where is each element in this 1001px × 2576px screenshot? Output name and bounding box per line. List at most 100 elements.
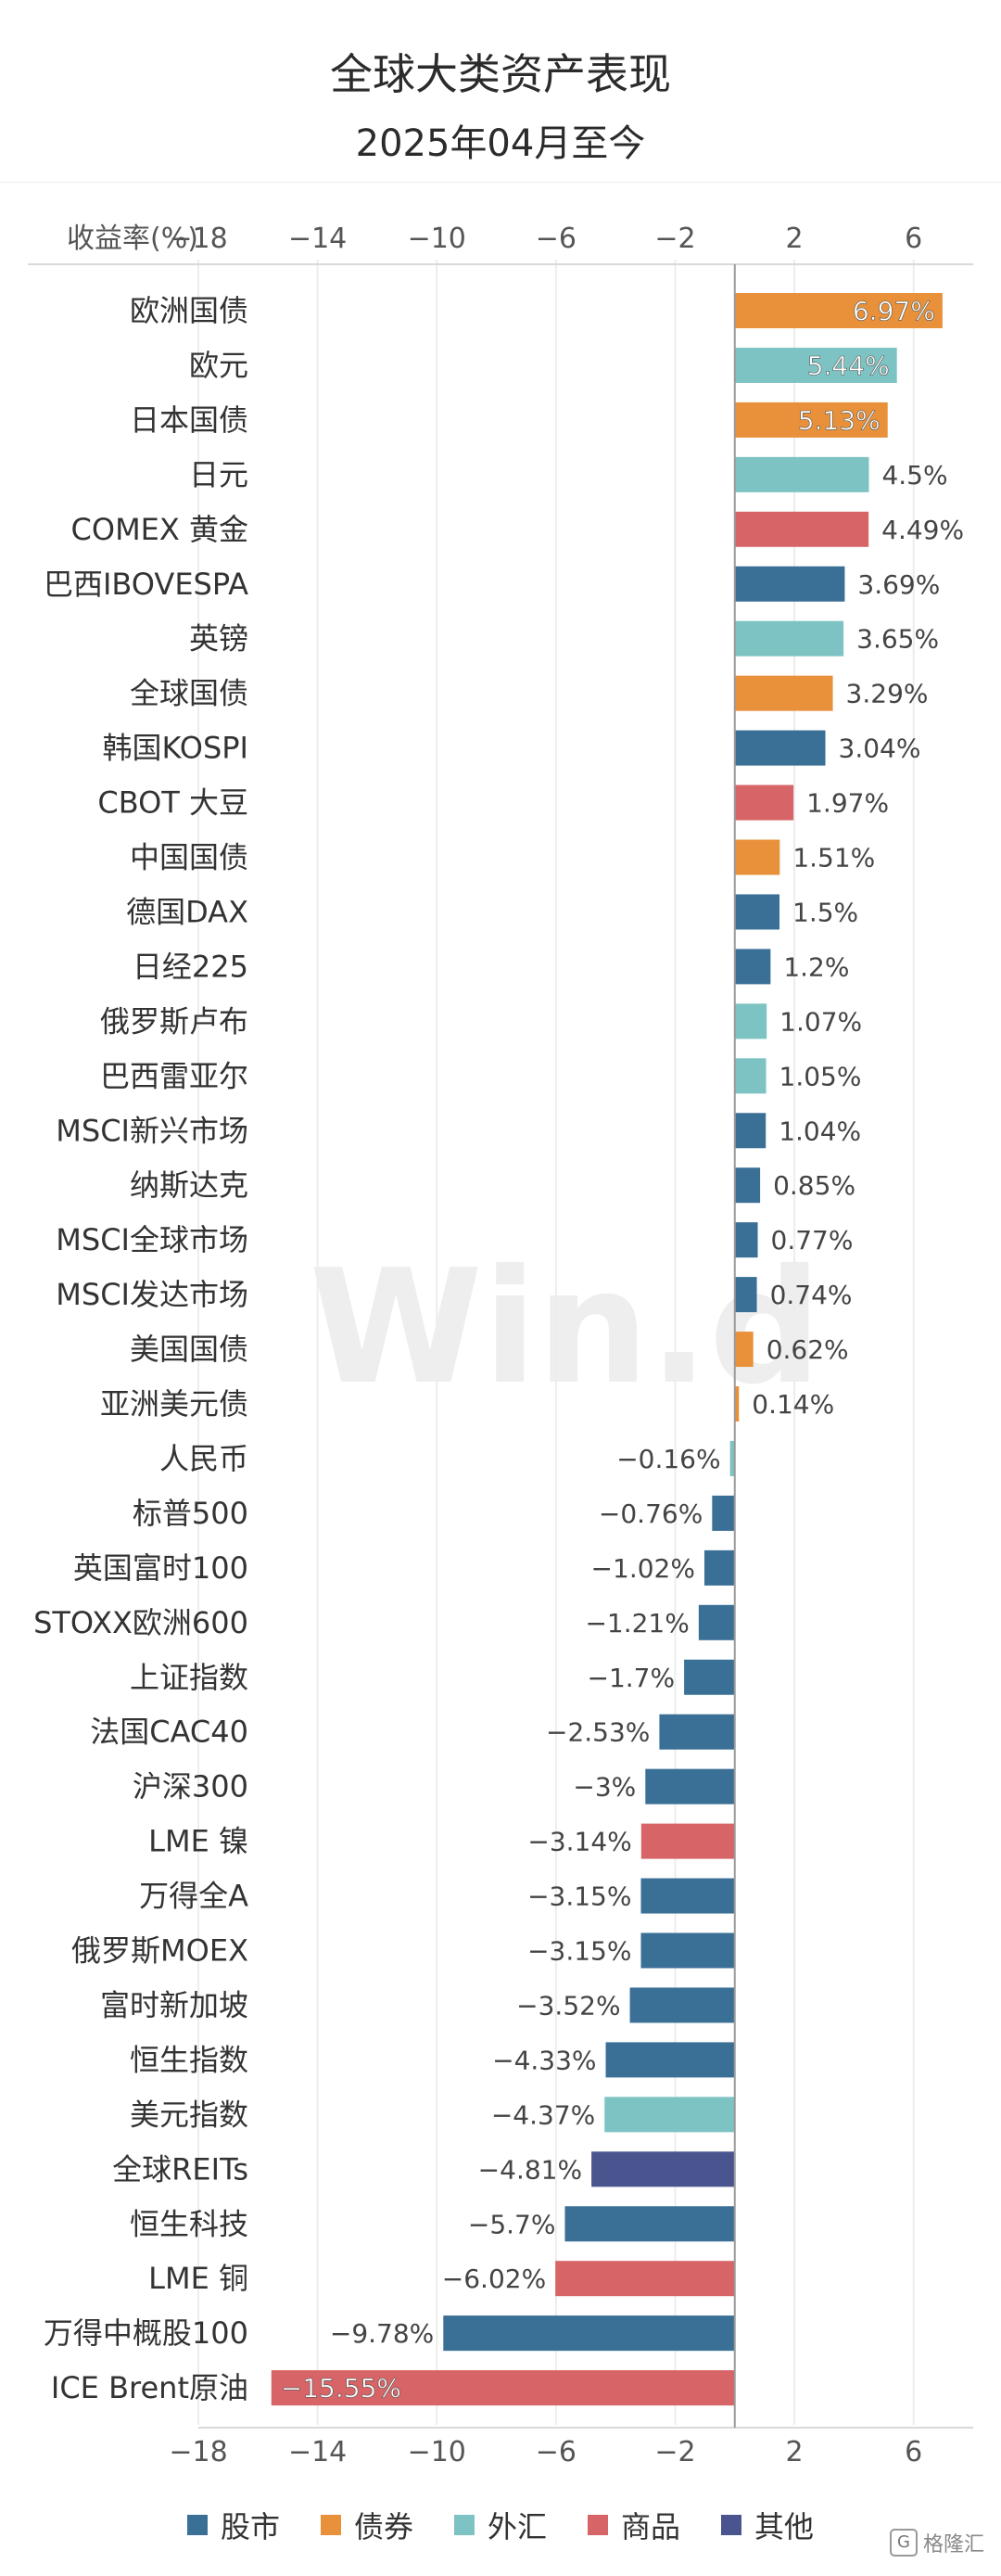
category-label: 日经225 xyxy=(133,949,248,984)
bar xyxy=(555,2261,735,2297)
category-label: 富时新加坡 xyxy=(100,1987,248,2022)
bottom-tick-label: −10 xyxy=(408,2436,466,2468)
bottom-tick-label: 6 xyxy=(905,2436,922,2468)
data-label: −15.55% xyxy=(281,2373,401,2404)
category-label: 巴西雷亚尔 xyxy=(100,1058,248,1093)
category-label: 美国国债 xyxy=(130,1332,248,1367)
category-label: MSCI新兴市场 xyxy=(56,1113,248,1148)
bar xyxy=(734,566,845,602)
bar xyxy=(734,1167,761,1204)
data-label: −3.14% xyxy=(527,1827,631,1857)
bottom-tick-label: −18 xyxy=(169,2436,227,2468)
data-label: −9.78% xyxy=(330,2318,434,2349)
data-label: 5.13% xyxy=(798,405,881,436)
category-label: ICE Brent原油 xyxy=(51,2370,248,2405)
category-label: 英国富时100 xyxy=(73,1550,248,1586)
category-label: 德国DAX xyxy=(126,894,248,929)
top-tick-label: −6 xyxy=(536,223,577,255)
chart-legend: 股市 债券 外汇 商品 其他 xyxy=(0,2504,1001,2546)
bar xyxy=(734,1003,767,1039)
bar xyxy=(734,949,771,985)
category-label: 日本国债 xyxy=(130,402,248,438)
bar xyxy=(629,1987,735,2023)
category-label: 万得中概股100 xyxy=(44,2315,248,2351)
bar xyxy=(640,1823,735,1859)
data-label: 1.97% xyxy=(806,788,889,819)
category-label: 日元 xyxy=(189,457,248,492)
category-label: 恒生科技 xyxy=(130,2206,248,2241)
data-label: 5.44% xyxy=(807,351,890,381)
data-label: 4.5% xyxy=(881,460,947,491)
data-label: 1.2% xyxy=(783,951,849,982)
logo-icon: G xyxy=(889,2529,918,2557)
header-divider xyxy=(0,182,1001,183)
data-label: −1.7% xyxy=(587,1663,675,1693)
bar xyxy=(605,2042,735,2078)
top-tick-label: −18 xyxy=(169,223,227,255)
category-label: 沪深300 xyxy=(133,1769,248,1804)
category-label: 英镑 xyxy=(189,621,248,657)
data-label: 0.77% xyxy=(771,1225,854,1256)
category-label: 欧洲国债 xyxy=(130,293,248,328)
chart-subtitle: 2025年04月至今 xyxy=(355,122,646,165)
data-label: −0.76% xyxy=(599,1498,703,1529)
legend-label: 债券 xyxy=(353,2509,413,2544)
bar xyxy=(734,293,943,328)
data-label: −1.21% xyxy=(585,1608,689,1639)
data-label: −6.02% xyxy=(442,2264,546,2294)
data-label: 1.05% xyxy=(779,1061,862,1091)
bar xyxy=(645,1768,735,1804)
bottom-tick-label: 2 xyxy=(786,2436,804,2468)
category-label: MSCI发达市场 xyxy=(56,1277,248,1312)
category-label: 法国CAC40 xyxy=(90,1715,248,1750)
bottom-tick-label: −6 xyxy=(536,2436,577,2468)
bar xyxy=(729,1440,735,1476)
data-label: −5.7% xyxy=(468,2209,556,2239)
data-label: 3.04% xyxy=(839,733,921,764)
data-label: 6.97% xyxy=(853,296,935,326)
category-label: 恒生指数 xyxy=(130,2042,248,2077)
data-label: −0.16% xyxy=(616,1444,720,1474)
bar xyxy=(734,1058,767,1094)
bar xyxy=(734,1386,740,1422)
bar xyxy=(734,620,844,657)
data-label: 0.62% xyxy=(767,1334,849,1365)
bar xyxy=(659,1714,735,1750)
bar xyxy=(734,730,826,766)
category-label: 欧元 xyxy=(189,348,248,383)
category-label: COMEX 黄金 xyxy=(71,512,248,547)
top-tick-label: 6 xyxy=(905,223,922,255)
category-label: CBOT 大豆 xyxy=(97,785,248,821)
data-label: 4.49% xyxy=(881,515,964,545)
bar-chart: Win.d收益率(%)−18−18−14−14−10−10−6−6−2−2226… xyxy=(28,223,973,2468)
brand-logo: G 格隆汇 xyxy=(889,2528,984,2557)
legend-label: 股市 xyxy=(220,2509,280,2544)
data-label: −4.37% xyxy=(491,2099,595,2130)
category-label: 俄罗斯MOEX xyxy=(71,1933,248,1969)
category-label: 上证指数 xyxy=(130,1660,248,1695)
data-label: 3.29% xyxy=(846,679,929,709)
legend-item: 其他 xyxy=(721,2504,814,2546)
bar xyxy=(703,1549,735,1586)
category-label: 标普500 xyxy=(133,1496,248,1531)
category-label: 人民币 xyxy=(159,1441,248,1476)
category-label: 韩国KOSPI xyxy=(103,731,248,766)
logo-text: 格隆汇 xyxy=(922,2533,984,2557)
bar xyxy=(604,2097,735,2133)
bar xyxy=(734,839,780,875)
bar xyxy=(734,1332,754,1368)
data-label: −3% xyxy=(573,1772,636,1803)
data-label: −2.53% xyxy=(546,1717,650,1748)
legend-swatch xyxy=(588,2515,608,2535)
bar xyxy=(591,2151,735,2187)
category-label: 俄罗斯卢布 xyxy=(100,1003,248,1039)
category-label: 美元指数 xyxy=(130,2097,248,2132)
legend-label: 商品 xyxy=(621,2509,681,2544)
bar xyxy=(564,2206,735,2242)
category-label: 中国国债 xyxy=(130,840,248,875)
bar xyxy=(734,1277,757,1313)
data-label: 3.69% xyxy=(857,569,940,600)
bar xyxy=(271,2370,735,2406)
bar xyxy=(640,1932,735,1969)
bar xyxy=(734,675,833,711)
